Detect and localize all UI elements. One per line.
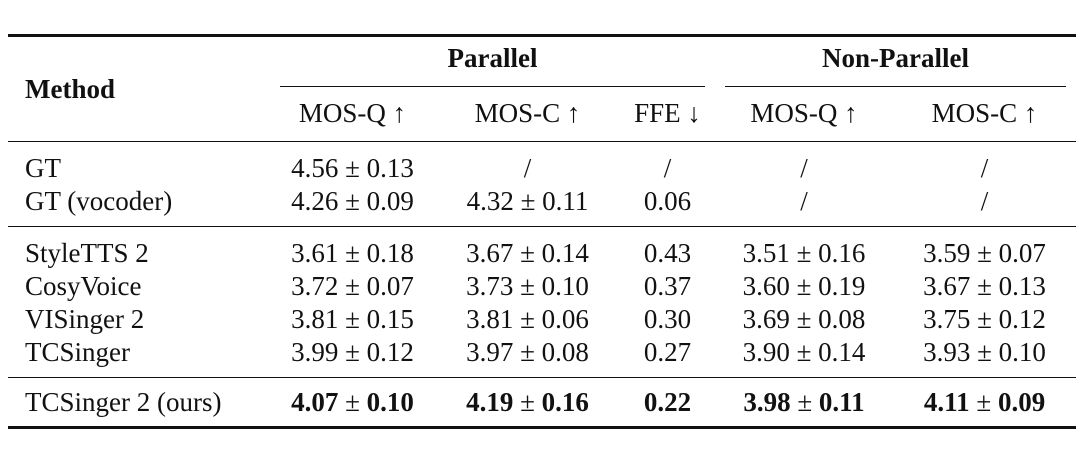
table-cell: 3.81 ± 0.15: [291, 304, 414, 334]
table-cell: /: [715, 185, 894, 227]
plus-minus-symbol: ±: [520, 387, 535, 417]
table-cell: /: [663, 153, 672, 183]
table-cell: 3.97 ± 0.08: [435, 336, 620, 378]
group-header-parallel: Parallel: [270, 34, 716, 91]
table-row: StyleTTS 2 3.61 ± 0.18 3.67 ± 0.14 0.43 …: [8, 227, 1076, 271]
row-method: CosyVoice: [25, 271, 142, 301]
plus-minus-symbol: ±: [797, 387, 813, 417]
row-method: GT (vocoder): [8, 185, 270, 227]
row-method: TCSinger 2 (ours): [8, 377, 270, 429]
group-header-non-parallel: Non-Parallel: [715, 34, 1077, 91]
table-row-ours: TCSinger 2 (ours) 4.07 ± 0.10 4.19 ± 0.1…: [8, 377, 1077, 429]
table-cell: 3.67 ± 0.14: [466, 238, 589, 268]
table-cell: 0.27: [620, 336, 716, 378]
column-header: MOS-Q ↑: [715, 91, 894, 142]
row-method: StyleTTS 2: [25, 238, 149, 268]
results-table: Method Parallel Non-Parallel MOS-Q ↑ MOS…: [8, 34, 1077, 429]
table-cell-bold: 3.98 ± 0.11: [715, 377, 894, 429]
table-cell: 0.06: [620, 185, 716, 227]
table-cell: 3.59 ± 0.07: [923, 238, 1046, 268]
table-cell: 3.75 ± 0.12: [923, 304, 1046, 334]
table-cell: /: [980, 153, 989, 183]
table-cell: 3.60 ± 0.19: [742, 271, 866, 301]
table-cell: 3.93 ± 0.10: [893, 336, 1077, 378]
table-cell: /: [523, 153, 532, 183]
table-cell: 4.26 ± 0.09: [270, 185, 435, 227]
group-rule-parallel: [280, 86, 706, 87]
table-cell: 3.72 ± 0.07: [291, 271, 414, 301]
proposed-method-row-group: TCSinger 2 (ours) 4.07 ± 0.10 4.19 ± 0.1…: [8, 377, 1077, 429]
row-method: VISinger 2: [25, 304, 145, 334]
results-table-container: Method Parallel Non-Parallel MOS-Q ↑ MOS…: [8, 34, 1077, 429]
ground-truth-rows: GT 4.56 ± 0.13 / / / / GT (vocoder) 4.26…: [8, 142, 1077, 227]
row-method: GT: [25, 153, 61, 183]
group-label-parallel: Parallel: [447, 43, 538, 73]
table-cell: /: [893, 185, 1077, 227]
baseline-rows: StyleTTS 2 3.61 ± 0.18 3.67 ± 0.14 0.43 …: [8, 227, 1077, 378]
group-label-non-parallel: Non-Parallel: [822, 43, 970, 73]
column-header: MOS-C ↑: [893, 91, 1077, 142]
table-cell: 3.81 ± 0.06: [466, 304, 589, 334]
table-cell: 3.90 ± 0.14: [715, 336, 894, 378]
table-cell: 3.73 ± 0.10: [466, 271, 589, 301]
table-cell-bold: 4.19 ± 0.16: [435, 377, 620, 429]
table-cell-bold: 4.11 ± 0.09: [893, 377, 1077, 429]
group-rule-non-parallel: [725, 86, 1067, 87]
column-header: MOS-Q ↑: [270, 91, 435, 142]
table-cell: /: [800, 153, 808, 183]
table-cell: 3.99 ± 0.12: [270, 336, 435, 378]
table-cell-bold: 4.07 ± 0.10: [270, 377, 435, 429]
table-cell: 0.43: [643, 238, 692, 268]
column-header: MOS-C ↑: [435, 91, 620, 142]
table-row: GT 4.56 ± 0.13 / / / /: [8, 142, 1076, 186]
table-row: VISinger 2 3.81 ± 0.15 3.81 ± 0.06 0.30 …: [8, 303, 1076, 336]
table-cell: 3.51 ± 0.16: [742, 238, 866, 268]
plus-minus-symbol: ±: [345, 387, 360, 417]
table-cell: 4.56 ± 0.13: [291, 153, 414, 183]
table-cell: 3.69 ± 0.08: [742, 304, 866, 334]
table-cell: 4.32 ± 0.11: [435, 185, 620, 227]
table-row: CosyVoice 3.72 ± 0.07 3.73 ± 0.10 0.37 3…: [8, 270, 1076, 303]
table-cell: 0.37: [643, 271, 692, 301]
table-cell: 3.67 ± 0.13: [923, 271, 1046, 301]
table-cell: 3.61 ± 0.18: [291, 238, 414, 268]
row-method: TCSinger: [8, 336, 270, 378]
column-header: FFE ↓: [620, 91, 716, 142]
table-row: TCSinger 3.99 ± 0.12 3.97 ± 0.08 0.27 3.…: [8, 336, 1077, 378]
table-row: GT (vocoder) 4.26 ± 0.09 4.32 ± 0.11 0.0…: [8, 185, 1077, 227]
method-column-header: Method: [8, 34, 270, 142]
plus-minus-symbol: ±: [976, 387, 992, 417]
table-cell: 0.30: [643, 304, 692, 334]
table-cell-bold: 0.22: [620, 377, 716, 429]
